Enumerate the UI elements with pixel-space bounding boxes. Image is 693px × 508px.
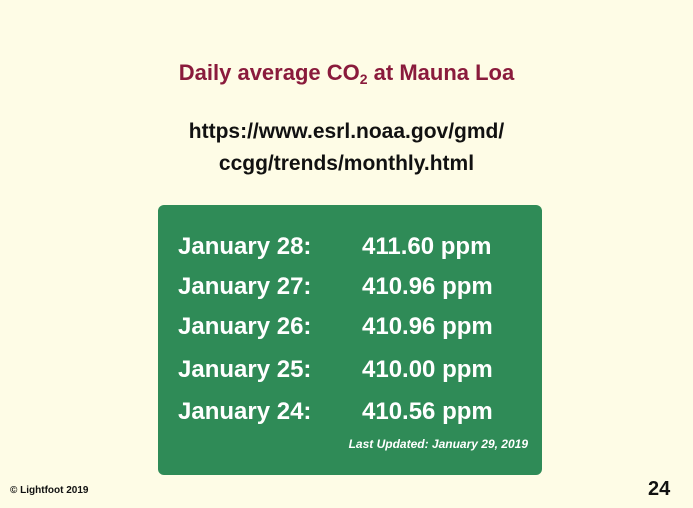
title-text: Daily average CO	[178, 60, 360, 85]
reading-date: January 25:	[178, 356, 312, 383]
page-number: 24	[648, 478, 671, 500]
footer: © Lightfoot 2019	[10, 485, 89, 496]
reading-value: 410.96 ppm	[362, 313, 493, 340]
reading-value: 410.56 ppm	[362, 398, 493, 425]
reading-value: 410.96 ppm	[362, 273, 493, 300]
url-line: ccgg/trends/monthly.html	[218, 152, 475, 175]
reading-date: January 27:	[178, 273, 312, 300]
reading-date: January 28:	[178, 233, 312, 260]
url-line: https://www.esrl.noaa.gov/gmd/	[188, 120, 505, 143]
title: Daily average CO2 at Mauna Loa	[0, 60, 693, 87]
reading-value: 411.60 ppm	[362, 233, 492, 260]
reading-value: 410.00 ppm	[362, 356, 493, 383]
title-subscript: 2	[359, 71, 368, 87]
readings-box: Last Updated: January 29, 2019 January 2…	[158, 205, 542, 475]
title-text: at Mauna Loa	[367, 60, 515, 85]
reading-date: January 24:	[178, 398, 312, 425]
reading-date: January 26:	[178, 313, 312, 340]
update-note: Last Updated: January 29, 2019	[348, 437, 528, 451]
